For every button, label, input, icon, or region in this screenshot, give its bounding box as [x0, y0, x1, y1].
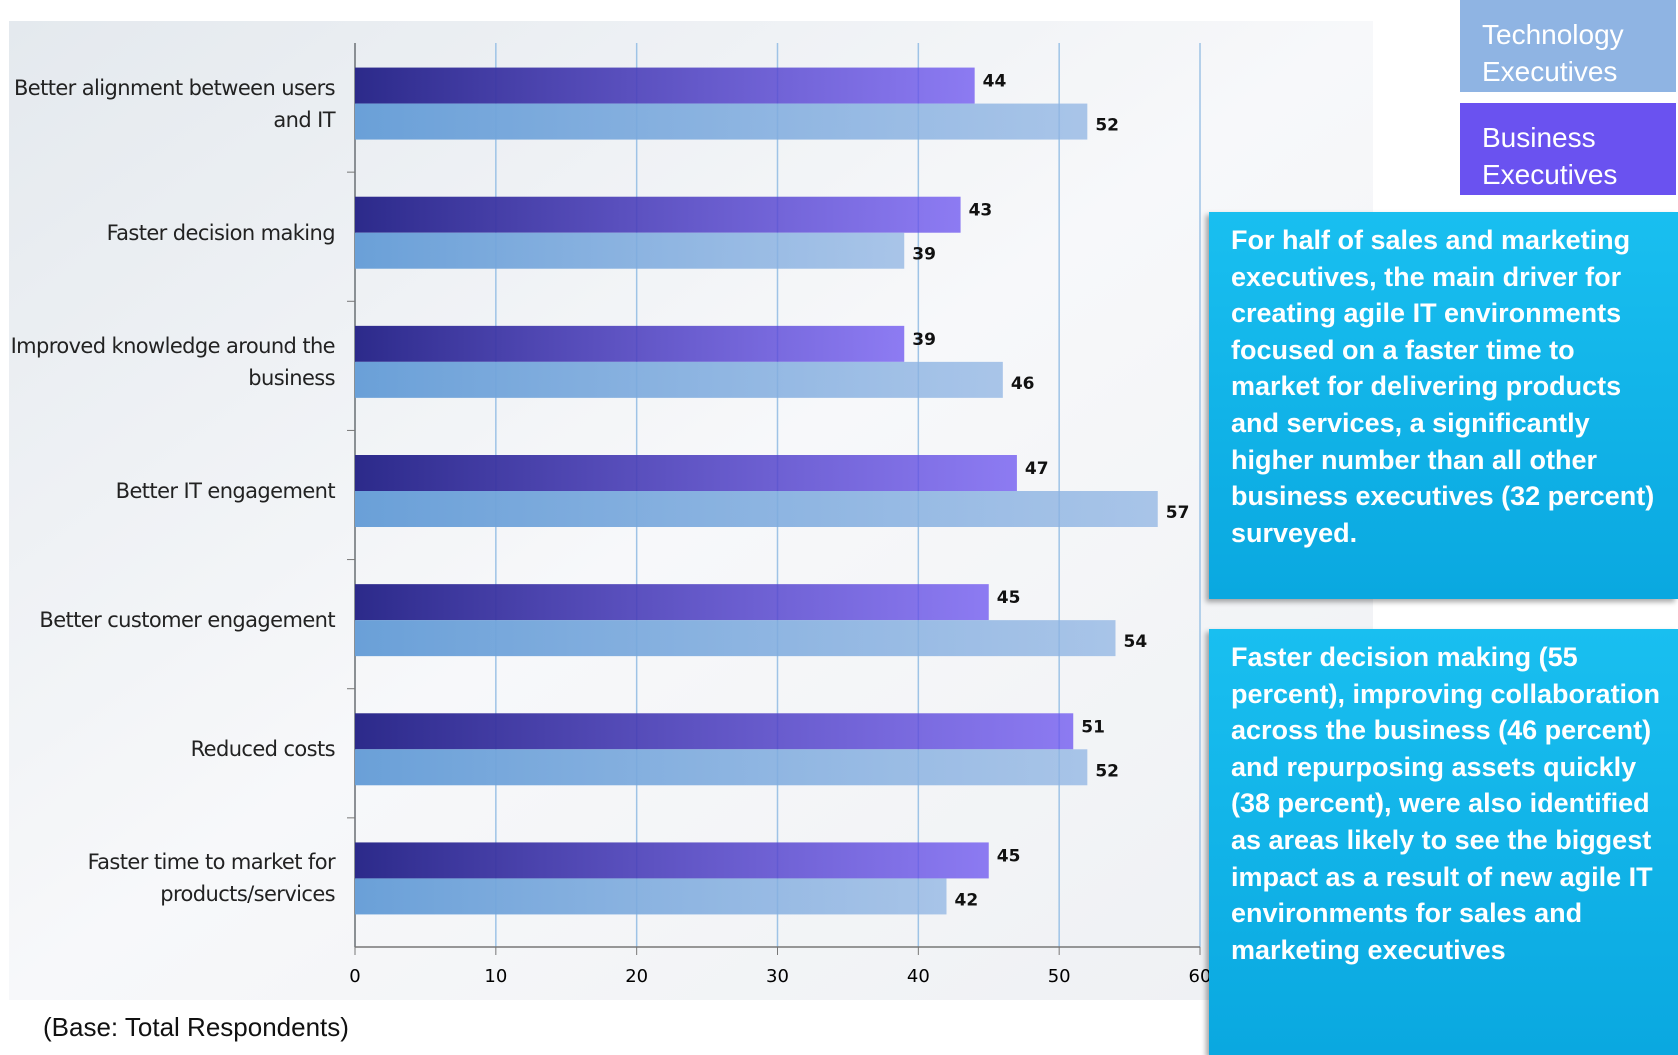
bar	[355, 491, 1158, 527]
x-tick-label: 10	[484, 966, 507, 987]
x-tick-label: 50	[1048, 966, 1071, 987]
value-label: 42	[955, 890, 979, 910]
legend-item: Technology Executives	[1460, 0, 1676, 92]
bar	[355, 232, 905, 269]
y-tick-label: Faster decision making	[106, 220, 336, 245]
bar	[355, 67, 975, 104]
value-label: 45	[997, 846, 1021, 866]
x-tick-label: 60	[1189, 966, 1212, 987]
bar	[355, 620, 1116, 657]
bar	[355, 842, 989, 879]
callout: For half of sales and marketing executiv…	[1209, 212, 1678, 599]
bar	[355, 878, 947, 915]
callout: Faster decision making (55 percent), imp…	[1209, 629, 1678, 1055]
y-tick-label: Better customer engagement	[39, 608, 335, 633]
value-label: 45	[997, 588, 1021, 608]
x-tick-label: 0	[349, 966, 360, 987]
bar	[355, 749, 1088, 786]
value-label: 54	[1124, 632, 1148, 652]
bar	[355, 361, 1003, 398]
footnote: (Base: Total Respondents)	[43, 1012, 349, 1042]
x-tick-label: 40	[907, 966, 930, 987]
legend-item: Business Executives	[1460, 103, 1676, 195]
x-tick-label: 20	[625, 966, 648, 987]
value-label: 51	[1081, 717, 1105, 737]
value-label: 47	[1025, 459, 1049, 479]
bar	[355, 584, 989, 621]
value-label: 39	[912, 245, 936, 265]
y-tick-label: Improved knowledge around the business	[10, 333, 336, 390]
value-label: 57	[1166, 503, 1190, 523]
bar	[355, 713, 1074, 750]
x-tick-label: 30	[766, 966, 789, 987]
value-label: 52	[1095, 116, 1119, 136]
bar	[355, 103, 1088, 140]
value-label: 46	[1011, 374, 1035, 394]
y-tick-label: Better IT engagement	[115, 479, 336, 503]
value-label: 43	[969, 201, 993, 221]
bar	[355, 325, 905, 362]
value-label: 39	[912, 330, 936, 350]
y-tick-label: Better alignment between users and IT	[13, 75, 336, 132]
y-tick-label: Faster time to market for products/servi…	[87, 850, 336, 907]
y-tick-label: Reduced costs	[190, 737, 336, 762]
value-label: 52	[1095, 761, 1119, 781]
bar	[355, 455, 1017, 491]
value-label: 44	[983, 72, 1007, 92]
bar	[355, 196, 961, 233]
